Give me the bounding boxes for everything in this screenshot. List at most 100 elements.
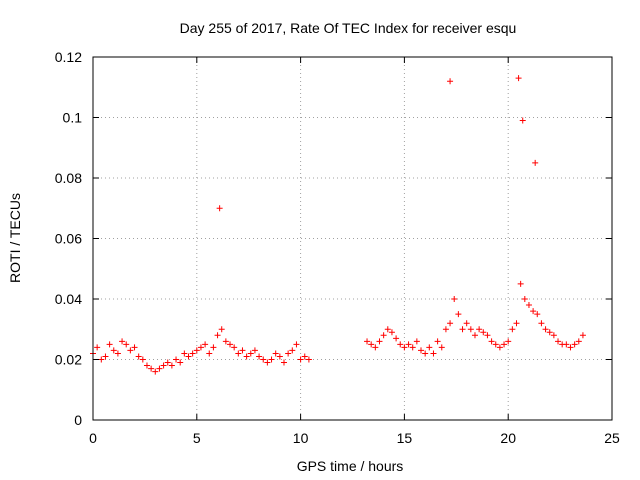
data-point <box>143 362 150 369</box>
data-point <box>488 338 495 345</box>
y-tick-label: 0.1 <box>63 110 83 126</box>
data-point <box>177 359 184 366</box>
data-point <box>197 344 204 351</box>
data-point <box>216 205 223 212</box>
data-point <box>426 344 433 351</box>
data-point <box>239 347 246 354</box>
data-point <box>102 353 109 360</box>
data-point <box>513 320 520 327</box>
data-point <box>492 341 499 348</box>
data-point <box>152 368 159 375</box>
data-point <box>193 347 200 354</box>
data-point <box>148 365 155 372</box>
data-point <box>505 338 512 345</box>
data-point <box>451 296 458 302</box>
data-point <box>447 320 454 327</box>
data-point <box>519 117 526 124</box>
data-point <box>388 329 395 336</box>
data-point <box>364 338 371 345</box>
x-tick-label: 5 <box>193 430 201 446</box>
y-tick-label: 0 <box>74 412 82 428</box>
data-point <box>521 296 528 302</box>
data-point <box>393 335 400 342</box>
data-point <box>268 356 275 363</box>
data-point <box>401 344 408 351</box>
x-tick-label: 10 <box>293 430 309 446</box>
data-point <box>276 353 283 360</box>
data-point <box>231 344 238 351</box>
data-points <box>90 75 586 375</box>
y-tick-label: 0.06 <box>55 231 82 247</box>
data-point <box>525 302 532 309</box>
data-point <box>297 356 304 363</box>
data-point <box>405 341 412 348</box>
data-point <box>280 359 287 366</box>
data-point <box>289 347 296 354</box>
data-point <box>555 338 562 345</box>
data-point <box>430 350 437 357</box>
data-point <box>546 329 553 336</box>
data-point <box>579 332 586 339</box>
data-point <box>227 341 234 348</box>
data-point <box>98 356 105 363</box>
data-point <box>131 344 138 351</box>
y-tick-label: 0.12 <box>55 49 82 65</box>
data-point <box>484 332 491 339</box>
data-point <box>210 344 217 351</box>
data-point <box>260 356 267 363</box>
data-point <box>218 326 225 333</box>
data-point <box>119 338 126 345</box>
x-tick-label: 15 <box>397 430 413 446</box>
data-point <box>127 347 134 354</box>
data-point <box>185 353 192 360</box>
data-point <box>285 350 292 357</box>
data-point <box>305 356 312 363</box>
data-point <box>509 326 516 333</box>
data-point <box>293 341 300 348</box>
data-point <box>114 350 121 357</box>
data-point <box>372 344 379 351</box>
data-point <box>434 338 441 345</box>
data-point <box>251 347 258 354</box>
data-point <box>384 326 391 333</box>
data-point <box>206 350 213 357</box>
data-point <box>222 338 229 345</box>
data-point <box>438 344 445 351</box>
data-point <box>418 347 425 354</box>
data-point <box>123 341 130 348</box>
data-point <box>563 341 570 348</box>
data-point <box>94 344 101 351</box>
data-point <box>532 159 539 166</box>
data-point <box>455 311 462 318</box>
data-point <box>571 341 578 348</box>
x-tick-label: 20 <box>500 430 516 446</box>
data-point <box>156 365 163 372</box>
data-point <box>567 344 574 351</box>
data-point <box>168 362 175 369</box>
y-tick-label: 0.04 <box>55 291 82 307</box>
data-point <box>476 326 483 333</box>
data-point <box>422 350 429 357</box>
data-point <box>106 341 113 348</box>
data-point <box>501 341 508 348</box>
data-point <box>247 350 254 357</box>
data-point <box>243 353 250 360</box>
data-point <box>397 341 404 348</box>
x-tick-label: 0 <box>89 430 97 446</box>
y-tick-label: 0.08 <box>55 170 82 186</box>
data-point <box>447 78 454 85</box>
data-point <box>534 311 541 318</box>
data-point <box>202 341 209 348</box>
data-point <box>530 308 537 315</box>
y-axis-label: ROTI / TECUs <box>7 193 23 283</box>
x-tick-label: 25 <box>604 430 620 446</box>
data-point <box>538 320 545 327</box>
data-point <box>110 347 117 354</box>
data-point <box>301 353 308 360</box>
data-point <box>264 359 271 366</box>
x-axis-label: GPS time / hours <box>297 458 404 474</box>
data-point <box>467 326 474 333</box>
data-point <box>380 332 387 339</box>
